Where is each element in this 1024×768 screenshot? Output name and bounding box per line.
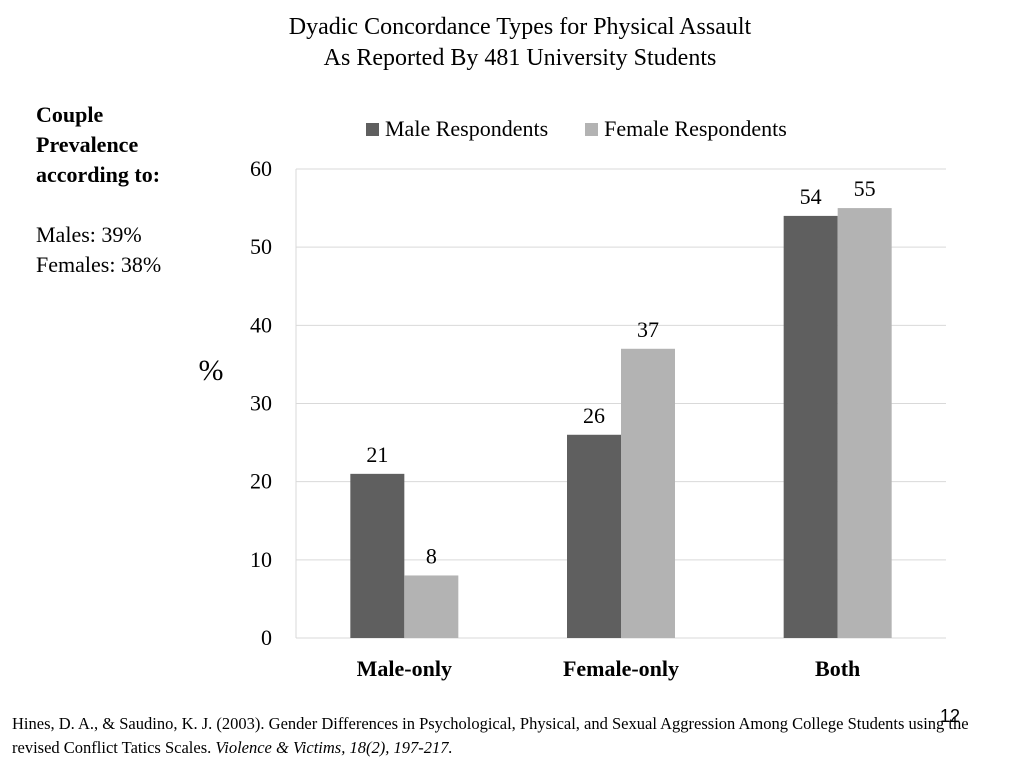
bar bbox=[404, 575, 459, 638]
females-prevalence: Females: 38% bbox=[36, 252, 162, 277]
couple-prevalence-note: Couple Prevalence according to: Males: 3… bbox=[36, 100, 236, 280]
bar bbox=[350, 473, 405, 638]
y-tick-label: 40 bbox=[250, 312, 272, 337]
slide-title: Dyadic Concordance Types for Physical As… bbox=[0, 12, 1024, 74]
x-tick-label: Male-only bbox=[357, 656, 452, 681]
citation-text: Hines, D. A., & Saudino, K. J. (2003). G… bbox=[12, 714, 969, 757]
note-heading-line-3: according to: bbox=[36, 162, 161, 187]
legend-item-male: Male Respondents bbox=[366, 116, 548, 142]
x-tick-label: Female-only bbox=[563, 656, 679, 681]
y-axis-label: % bbox=[199, 354, 224, 387]
bar bbox=[567, 434, 621, 638]
y-tick-label: 50 bbox=[250, 234, 272, 259]
x-tick-label: Both bbox=[815, 656, 860, 681]
data-label: 37 bbox=[637, 317, 659, 342]
y-tick-label: 30 bbox=[250, 391, 272, 416]
citation: Hines, D. A., & Saudino, K. J. (2003). G… bbox=[12, 712, 972, 760]
y-tick-label: 20 bbox=[250, 469, 272, 494]
legend-item-female: Female Respondents bbox=[585, 116, 787, 142]
data-label: 54 bbox=[800, 184, 822, 209]
citation-journal: Violence & Victims, 18(2), 197-217. bbox=[215, 738, 453, 757]
data-label: 55 bbox=[854, 176, 876, 201]
y-tick-label: 10 bbox=[250, 547, 272, 572]
bar bbox=[837, 208, 892, 639]
data-label: 8 bbox=[426, 543, 437, 568]
note-heading-line-1: Couple bbox=[36, 102, 104, 127]
legend-label-female: Female Respondents bbox=[604, 116, 787, 141]
page-number: 12 bbox=[940, 706, 961, 726]
title-line-1: Dyadic Concordance Types for Physical As… bbox=[288, 14, 752, 40]
data-label: 26 bbox=[583, 403, 605, 428]
bar bbox=[783, 215, 838, 638]
legend-swatch-male bbox=[366, 122, 379, 136]
legend-swatch-female bbox=[585, 122, 599, 136]
y-tick-label: 60 bbox=[250, 156, 272, 181]
chart-legend: Male Respondents Female Respondents bbox=[366, 116, 824, 142]
y-tick-label: 0 bbox=[261, 625, 272, 650]
bar-chart: 0 10 20 30 40 50 60% 21 8 Male-only 26 37 Female-onl… bbox=[199, 156, 946, 681]
note-heading-line-2: Prevalence bbox=[36, 132, 139, 157]
title-line-2: As Reported By 481 University Students bbox=[323, 45, 717, 71]
males-prevalence: Males: 39% bbox=[36, 222, 142, 247]
data-label: 21 bbox=[366, 442, 388, 467]
legend-label-male: Male Respondents bbox=[385, 116, 549, 141]
bar bbox=[621, 348, 675, 638]
